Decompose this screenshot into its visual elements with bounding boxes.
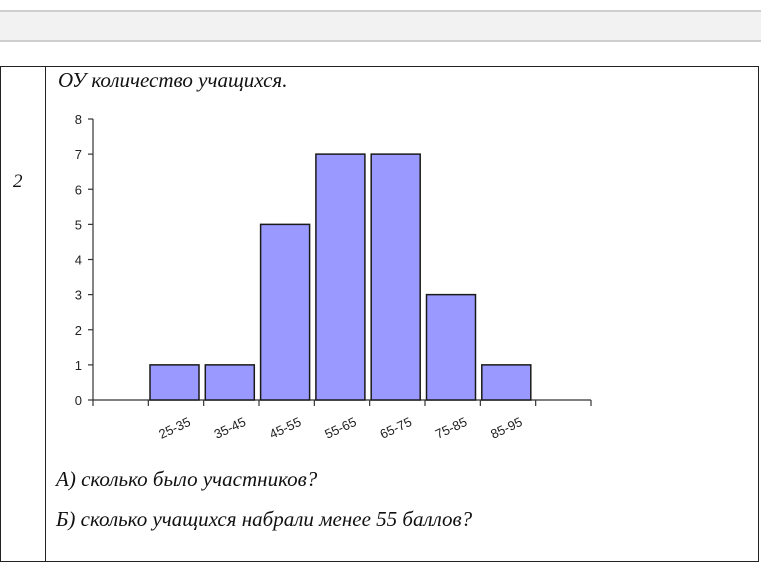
task-table: 2	[0, 66, 759, 562]
question-b: Б) сколько учащихся набрали менее 55 бал…	[56, 507, 473, 531]
y-tick-label: 8	[75, 112, 82, 127]
bar-45-55	[259, 223, 311, 401]
x-tick-label: 45-55	[267, 414, 303, 442]
number-cell: 2	[1, 67, 46, 561]
chart-caption: ОУ количество учащихся.	[58, 68, 288, 92]
y-tick-label: 7	[75, 147, 82, 162]
question-a: А) сколько было участников?	[56, 467, 318, 491]
y-tick-label: 4	[75, 253, 82, 268]
x-tick-label: 85-95	[488, 414, 524, 442]
task-number: 2	[13, 171, 23, 192]
x-tick-label: 65-75	[378, 414, 414, 442]
bar-25-35	[149, 364, 200, 401]
y-tick-label: 2	[75, 323, 82, 338]
y-tick-label: 5	[75, 217, 82, 232]
top-band	[0, 10, 761, 42]
bar-55-65	[315, 153, 366, 401]
y-tick-label: 3	[75, 288, 82, 303]
x-tick-label: 55-65	[322, 414, 358, 442]
y-tick-label: 0	[75, 393, 82, 408]
x-tick-label: 35-45	[212, 414, 248, 442]
x-tick-label: 25-35	[156, 414, 192, 442]
y-tick-label: 1	[75, 358, 82, 373]
bar-75-85	[425, 293, 477, 401]
x-tick-label: 75-85	[433, 414, 469, 442]
bar-35-45	[204, 364, 256, 401]
y-tick-label: 6	[75, 182, 82, 197]
bar-85-95	[481, 364, 532, 401]
bar-65-75	[370, 153, 421, 401]
